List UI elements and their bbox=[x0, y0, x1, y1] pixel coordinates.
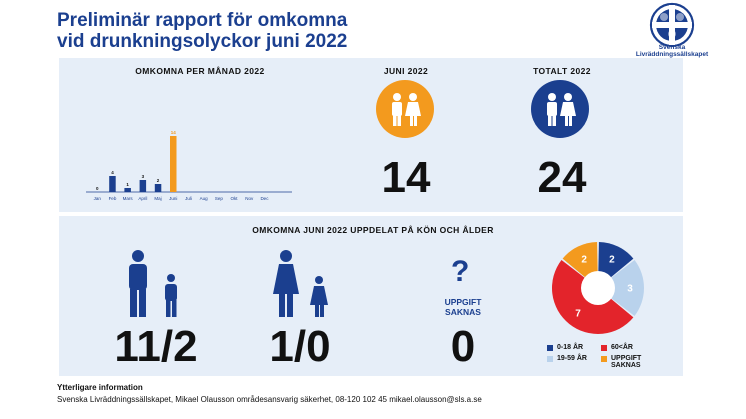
legend-swatch bbox=[601, 345, 607, 351]
donut-hole bbox=[581, 271, 615, 305]
breakdown-heading: OMKOMNA JUNI 2022 UPPDELAT PÅ KÖN OCH ÅL… bbox=[252, 225, 494, 235]
tick-label-jan: Jan bbox=[94, 196, 102, 201]
age-donut-chart: 2 3 7 2 bbox=[552, 242, 644, 335]
legend-label: 60<ÅR bbox=[611, 344, 633, 351]
legend-item: 19-59 ÅR bbox=[547, 355, 587, 362]
org-name-line-2: Livräddningssällskapet bbox=[635, 51, 709, 58]
value-label-maj: 2 bbox=[157, 178, 160, 183]
tick-label-aug: Aug bbox=[200, 196, 209, 201]
value-label-mars: 1 bbox=[126, 182, 129, 187]
tick-label-april: April bbox=[138, 196, 147, 201]
missing-label: UPPGIFT SAKNAS bbox=[433, 297, 493, 317]
tick-label-dec: Dec bbox=[260, 196, 269, 201]
legend-label: 19-59 ÅR bbox=[557, 355, 587, 362]
total-people-badge bbox=[531, 80, 589, 138]
total-people-icon bbox=[547, 93, 576, 126]
female-icon bbox=[273, 250, 328, 317]
value-label-juni: 14 bbox=[171, 130, 177, 135]
donut-slice-label: 2 bbox=[581, 255, 587, 266]
donut-slice-label: 3 bbox=[627, 284, 633, 295]
value-label-jan: 0 bbox=[96, 186, 99, 191]
missing-label-line-2: SAKNAS bbox=[445, 307, 481, 317]
missing-value: 0 bbox=[450, 322, 476, 371]
logo-icon bbox=[649, 2, 695, 48]
tick-label-mars: Mars bbox=[123, 196, 134, 201]
legend-item: UPPGIFT SAKNAS bbox=[601, 355, 651, 369]
tick-label-maj: Maj bbox=[154, 196, 161, 201]
page-title: Preliminär rapport för omkomna vid drunk… bbox=[57, 10, 347, 52]
tick-label-juli: Juli bbox=[185, 196, 192, 201]
donut-slice-label: 2 bbox=[609, 255, 615, 266]
value-label-feb: 4 bbox=[111, 170, 114, 175]
june-heading: JUNI 2022 bbox=[383, 66, 429, 76]
legend-label: UPPGIFT SAKNAS bbox=[611, 355, 642, 369]
june-people-badge bbox=[376, 80, 434, 138]
tick-label-nov: Nov bbox=[245, 196, 254, 201]
legend-item: 0-18 ÅR bbox=[547, 344, 583, 351]
bar-april bbox=[139, 180, 147, 192]
male-value: 11/2 bbox=[114, 322, 198, 371]
monthly-bar-chart: 0 4 1 3 2 14 Jan Feb Mars April Maj Juni Juli Aug Sep… bbox=[86, 130, 292, 201]
bar-juni bbox=[170, 136, 177, 192]
org-name-line-1: Svenska bbox=[658, 44, 686, 51]
tick-label-okt: Okt bbox=[231, 196, 239, 201]
missing-label-line-1: UPPGIFT bbox=[444, 297, 482, 307]
footer-text: Svenska Livräddningssällskapet, Mikael O… bbox=[57, 395, 482, 404]
donut-slice-label: 7 bbox=[575, 309, 581, 320]
bar-maj bbox=[154, 184, 162, 192]
bar-mars bbox=[124, 188, 131, 192]
tick-label-sep: Sep bbox=[215, 196, 224, 201]
summary-panel bbox=[59, 58, 683, 212]
tick-label-feb: Feb bbox=[109, 196, 117, 201]
year-total-value: 24 bbox=[537, 153, 587, 202]
female-value: 1/0 bbox=[269, 322, 331, 371]
chart-tick-labels: Jan Feb Mars April Maj Juni Juli Aug Sep Okt Nov De… bbox=[94, 196, 270, 201]
total-heading: TOTALT 2022 bbox=[533, 66, 591, 76]
donut-slice-labels: 2 3 7 2 bbox=[575, 255, 633, 320]
organization-name: Svenska Livräddningssällskapet bbox=[612, 44, 732, 58]
legend-swatch bbox=[547, 356, 553, 362]
footer-heading: Ytterligare information bbox=[57, 383, 143, 392]
chart-bars bbox=[109, 136, 177, 192]
value-label-april: 3 bbox=[142, 174, 145, 179]
bar-feb bbox=[109, 176, 116, 192]
title-line-2: vid drunkningsolyckor juni 2022 bbox=[57, 31, 348, 52]
footer: Ytterligare information Svenska Livräddn… bbox=[57, 382, 482, 406]
male-icon bbox=[129, 250, 177, 317]
question-icon: ? bbox=[451, 255, 470, 288]
chart-value-labels: 0 4 1 3 2 14 bbox=[96, 130, 176, 191]
tick-label-juni: Juni bbox=[169, 196, 177, 201]
legend-swatch bbox=[547, 345, 553, 351]
donut-slice bbox=[598, 260, 644, 316]
title-line-1: Preliminär rapport för omkomna bbox=[57, 10, 348, 31]
legend-label: 0-18 ÅR bbox=[557, 344, 584, 351]
june-people-icon bbox=[392, 93, 421, 126]
legend-item: 60<ÅR bbox=[601, 344, 633, 351]
june-total-value: 14 bbox=[381, 153, 431, 202]
monthly-heading: OMKOMNA PER MÅNAD 2022 bbox=[135, 66, 265, 76]
legend-swatch bbox=[601, 356, 607, 362]
